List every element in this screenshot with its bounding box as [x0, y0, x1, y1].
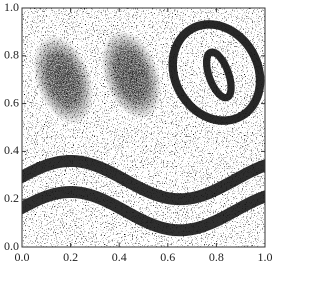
- point-band: [22, 186, 265, 237]
- chart: 0.0 0.2 0.4 0.6 0.8 1.0 0.0 0.2 0.4 0.6 0.8 1.0: [4, 0, 273, 264]
- x-tick-label: 0.6: [160, 250, 175, 264]
- x-tick-label: 0.8: [209, 250, 224, 264]
- x-tick-label: 0.0: [15, 250, 30, 264]
- y-tick-label: 1.0: [4, 0, 19, 14]
- point-ring: [202, 48, 235, 102]
- page: {"chart_data": { "type": "scatter", "xli…: [4, 0, 273, 264]
- y-tick-label: 0.0: [4, 239, 19, 253]
- y-tick-label: 0.8: [4, 48, 19, 62]
- x-tick-label: 0.4: [112, 250, 127, 264]
- y-tick-label: 0.6: [4, 95, 19, 109]
- y-tick-label: 0.2: [4, 191, 19, 205]
- marks: [22, 20, 265, 237]
- y-tick-label: 0.4: [4, 143, 19, 157]
- point-cluster: [33, 35, 94, 124]
- plot-frame: [21, 7, 266, 248]
- point-ring: [168, 20, 265, 125]
- x-tick-label: 1.0: [258, 250, 273, 264]
- x-tick-label: 0.2: [63, 250, 78, 264]
- point-band: [22, 154, 265, 206]
- point-cluster: [101, 30, 162, 120]
